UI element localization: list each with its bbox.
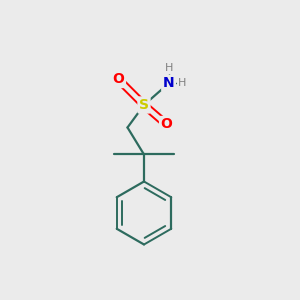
- Text: O: O: [112, 73, 124, 86]
- Text: S: S: [139, 98, 149, 112]
- Text: H: H: [164, 63, 173, 74]
- Text: O: O: [160, 118, 172, 131]
- Text: N: N: [163, 76, 174, 90]
- Text: H: H: [178, 78, 186, 88]
